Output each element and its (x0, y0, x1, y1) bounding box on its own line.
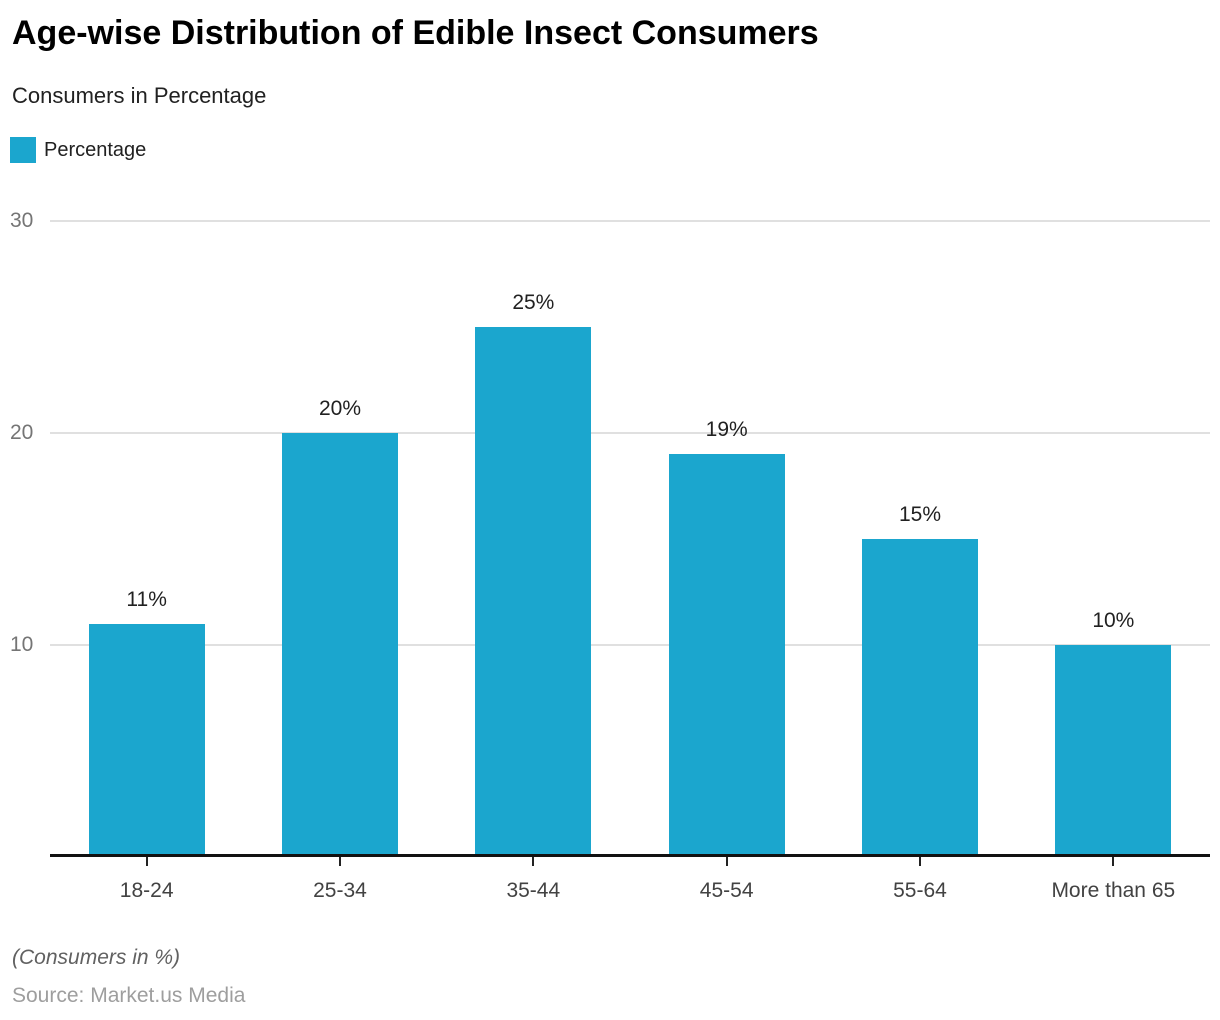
bar-25-34[interactable] (282, 433, 398, 857)
bar-more-than-65[interactable] (1055, 645, 1172, 857)
x-axis-line (50, 854, 1210, 857)
xaxis-tick (725, 857, 728, 866)
xcat-label-more-than-65: More than 65 (1051, 879, 1176, 902)
legend-label: Percentage (44, 138, 147, 161)
legend-item-percentage[interactable]: Percentage (10, 137, 146, 163)
bar-value-label: 10% (1092, 609, 1135, 632)
ytick-label-10: 10 (10, 633, 34, 656)
xaxis-tick (339, 857, 341, 866)
chart-source: Source: Market.us Media (12, 984, 246, 1007)
bar-55-64[interactable] (862, 539, 978, 857)
bar-value-label: 15% (898, 503, 942, 526)
xaxis-tick (1112, 857, 1115, 866)
bar-value-label: 19% (705, 418, 748, 442)
xcat-label-45-54: 45-54 (699, 879, 754, 902)
xaxis-tick (532, 857, 535, 866)
bar-value-label: 25% (512, 291, 555, 314)
gridline-y-10 (50, 644, 1210, 646)
bar-value-label: 11% (126, 587, 167, 611)
gridline-y-20 (50, 432, 1210, 434)
chart-subtitle: Consumers in Percentage (12, 83, 267, 108)
xcat-label-55-64: 55-64 (893, 879, 947, 902)
ytick-label-20: 20 (10, 421, 34, 444)
xcat-label-35-44: 35-44 (506, 879, 561, 902)
bar-value-label: 20% (318, 397, 362, 420)
chart-footnote: (Consumers in %) (12, 946, 181, 969)
xaxis-tick (145, 857, 148, 866)
xcat-label-18-24: 18-24 (119, 879, 174, 902)
legend-swatch-icon (10, 137, 36, 163)
ytick-label-30: 30 (10, 209, 34, 232)
bar-45-54[interactable] (668, 454, 785, 857)
xaxis-tick (919, 857, 921, 866)
xcat-label-25-34: 25-34 (313, 879, 367, 902)
bar-18-24[interactable] (88, 623, 205, 857)
bar-35-44[interactable] (475, 327, 592, 857)
chart-title: Age-wise Distribution of Edible Insect C… (12, 14, 819, 52)
gridline-y-30 (50, 220, 1210, 222)
